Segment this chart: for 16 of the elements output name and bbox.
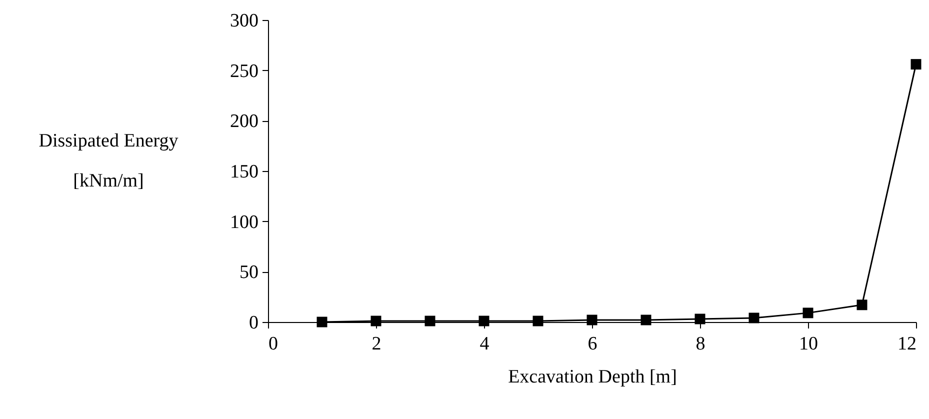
x-tick-label: 6 <box>588 334 598 354</box>
x-axis-title: Excavation Depth [m] <box>508 366 677 388</box>
y-tick-label: 200 <box>230 111 258 132</box>
x-tick-label: 4 <box>480 334 490 354</box>
y-tick-label: 100 <box>230 212 258 233</box>
y-tick-label: 150 <box>230 162 258 182</box>
y-tick-label: 0 <box>249 312 258 334</box>
x-tick-label: 10 <box>799 334 818 354</box>
y-axis-title: Dissipated Energy [kNm/m] <box>38 130 179 192</box>
x-tick-label: 12 <box>898 334 916 354</box>
y-tick-label: 50 <box>240 262 258 284</box>
x-tick-label: 0 <box>268 334 278 354</box>
x-tick-label: 2 <box>372 334 382 354</box>
y-tick-label: 300 <box>230 10 258 32</box>
x-tick-label: 8 <box>696 334 706 354</box>
y-tick-label: 250 <box>230 60 258 82</box>
